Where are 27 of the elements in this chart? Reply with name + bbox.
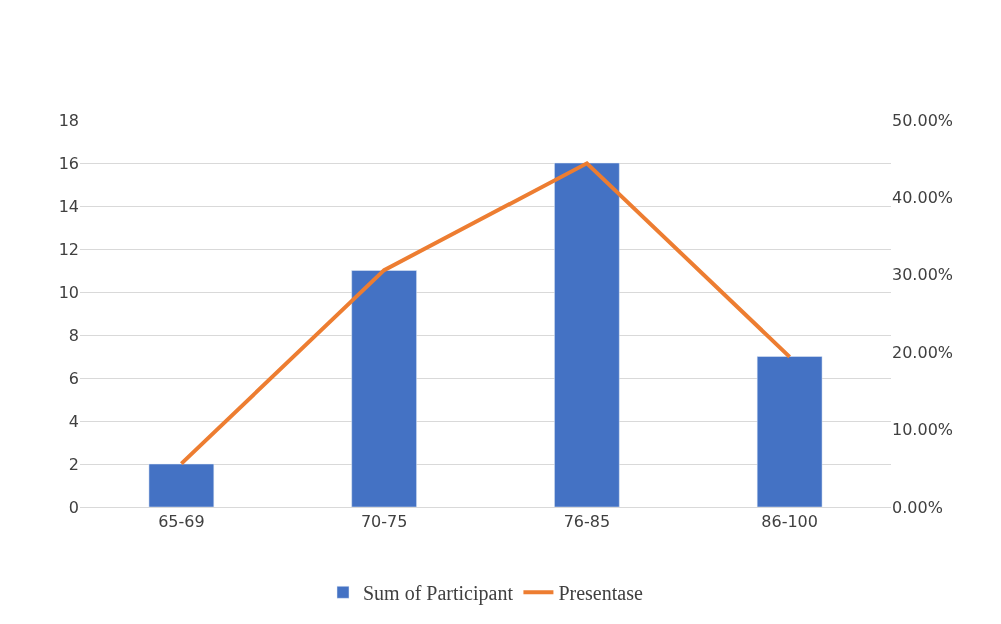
y-tick-label: 16 bbox=[58, 153, 79, 173]
y2-tick-label: 50.00% bbox=[892, 110, 954, 130]
y-tick-label: 6 bbox=[68, 368, 79, 388]
bar bbox=[756, 356, 823, 507]
y2-tick-label: 30.00% bbox=[892, 265, 954, 285]
x-tick-label: 76-85 bbox=[563, 512, 611, 532]
legend-label: Sum of Participant bbox=[363, 582, 514, 606]
y2-tick-label: 20.00% bbox=[892, 342, 954, 362]
y-tick-label: 0 bbox=[68, 497, 79, 517]
bar bbox=[148, 463, 215, 507]
y-tick-label: 4 bbox=[68, 411, 79, 431]
x-tick-label: 65-69 bbox=[158, 512, 205, 532]
y-tick-label: 8 bbox=[68, 325, 79, 345]
legend-label: Presentase bbox=[558, 582, 643, 605]
y-tick-label: 12 bbox=[58, 239, 79, 259]
line-series bbox=[179, 161, 792, 466]
x-tick-label: 86-100 bbox=[761, 512, 818, 532]
bar bbox=[351, 270, 417, 507]
y-tick-label: 14 bbox=[58, 196, 79, 216]
bar bbox=[554, 162, 620, 507]
y-tick-label: 10 bbox=[58, 282, 79, 302]
y-tick-label: 18 bbox=[58, 110, 79, 130]
y-tick-label: 2 bbox=[68, 454, 79, 474]
y2-tick-label: 0.00% bbox=[892, 497, 943, 517]
x-tick-label: 70-75 bbox=[360, 512, 408, 532]
y2-tick-label: 40.00% bbox=[892, 188, 954, 207]
y2-tick-label: 10.00% bbox=[892, 420, 954, 440]
